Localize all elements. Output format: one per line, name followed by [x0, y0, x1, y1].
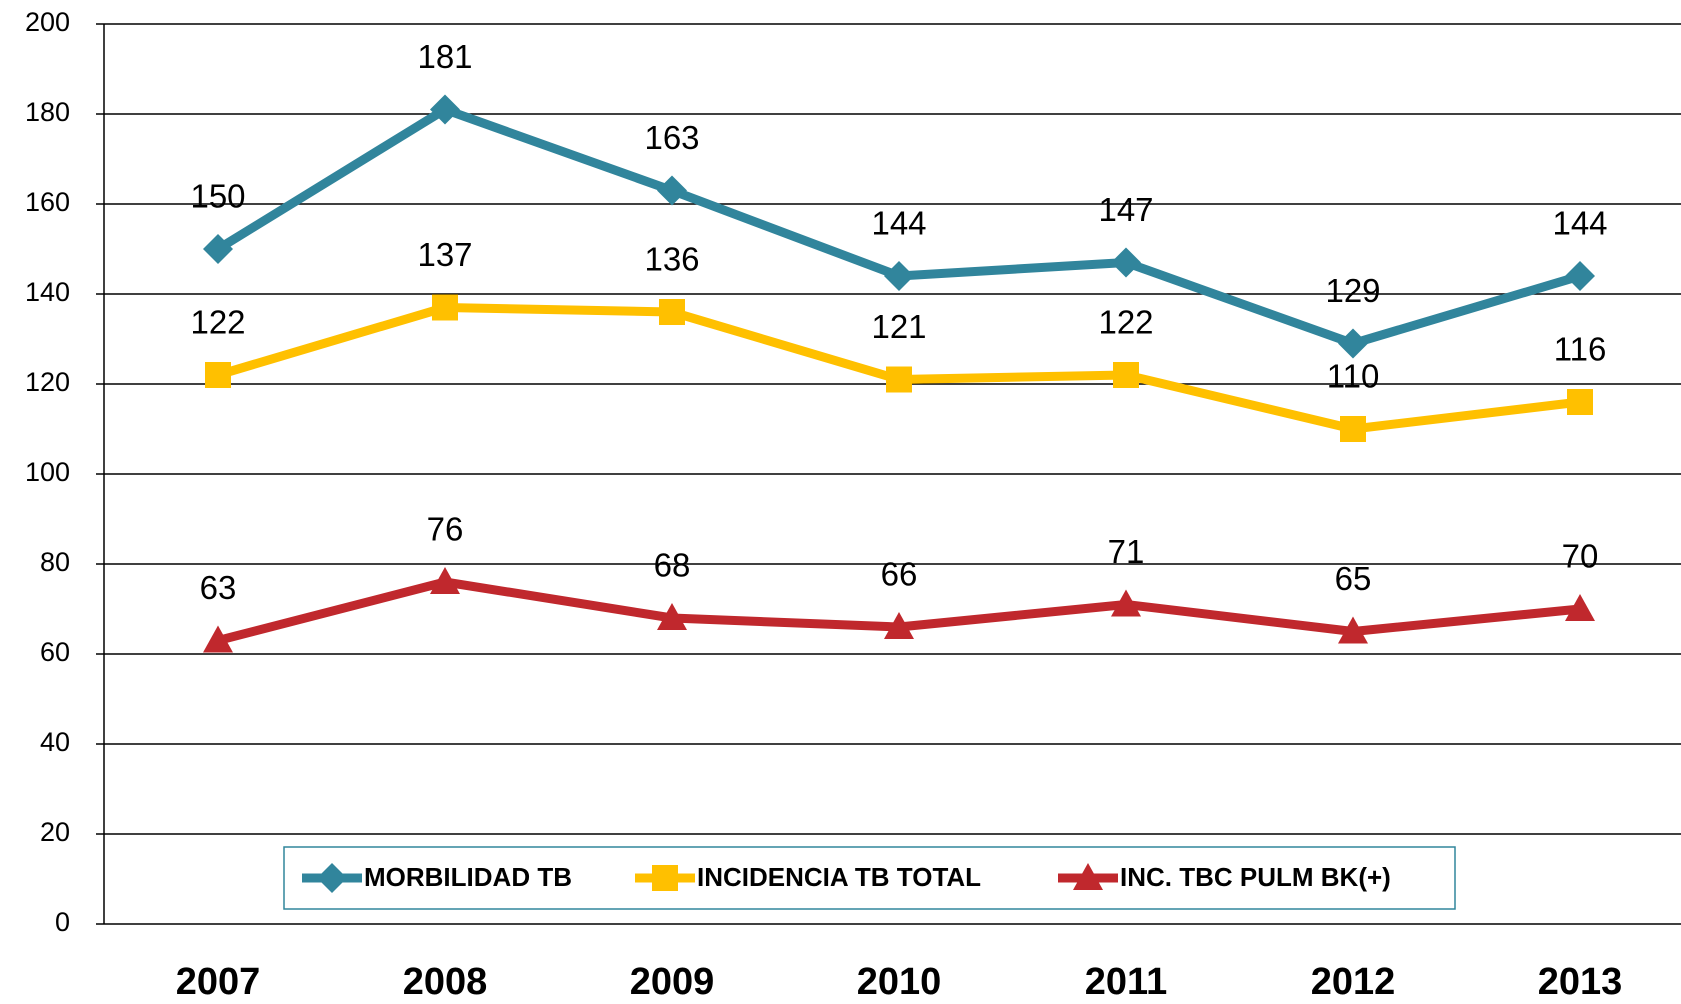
data-point — [1340, 416, 1366, 442]
data-point — [884, 612, 914, 639]
data-point — [886, 366, 912, 393]
data-label: 136 — [644, 241, 699, 278]
data-label: 63 — [200, 569, 237, 606]
data-point — [432, 294, 458, 321]
legend-label: MORBILIDAD TB — [364, 862, 572, 892]
data-label: 76 — [427, 511, 464, 548]
data-label: 122 — [1098, 304, 1153, 341]
x-tick-label: 2010 — [857, 961, 942, 1003]
data-label: 147 — [1098, 191, 1153, 228]
legend-marker — [652, 865, 678, 891]
data-point — [205, 362, 231, 388]
x-tick-label: 2009 — [630, 961, 715, 1003]
data-point — [884, 261, 914, 291]
x-tick-label: 2007 — [176, 961, 261, 1003]
data-point — [1113, 362, 1139, 388]
y-tick-label: 20 — [40, 817, 70, 847]
y-tick-label: 60 — [40, 637, 70, 667]
y-tick-label: 180 — [25, 97, 70, 127]
data-label: 150 — [190, 178, 245, 215]
data-point — [1338, 616, 1368, 644]
y-tick-label: 0 — [55, 907, 70, 937]
data-point — [1111, 589, 1141, 617]
data-point — [1567, 389, 1593, 415]
data-label: 122 — [190, 304, 245, 341]
data-label: 181 — [417, 38, 472, 75]
data-point — [430, 567, 460, 594]
data-point — [430, 94, 460, 125]
x-tick-label: 2013 — [1538, 961, 1623, 1003]
data-label: 70 — [1562, 538, 1599, 575]
y-tick-label: 140 — [25, 277, 70, 307]
data-label: 121 — [871, 308, 926, 345]
legend-box — [283, 846, 1456, 910]
legend-label: INC. TBC PULM BK(+) — [1120, 862, 1391, 892]
data-point — [659, 299, 685, 325]
y-tick-label: 80 — [40, 547, 70, 577]
data-label: 137 — [417, 236, 472, 273]
legend-marker — [1073, 863, 1103, 890]
data-point — [1111, 247, 1141, 278]
data-point — [657, 603, 687, 630]
data-point — [203, 625, 233, 653]
data-point — [1565, 594, 1595, 621]
y-tick-label: 120 — [25, 367, 70, 397]
data-label: 71 — [1108, 533, 1145, 570]
legend-label: INCIDENCIA TB TOTAL — [697, 862, 981, 892]
x-tick-label: 2008 — [403, 961, 488, 1003]
data-label: 129 — [1325, 272, 1380, 309]
y-tick-label: 40 — [40, 727, 70, 757]
data-point — [203, 234, 233, 264]
data-point — [657, 175, 687, 206]
data-label: 144 — [871, 205, 926, 242]
x-tick-label: 2012 — [1311, 961, 1396, 1003]
data-point — [1565, 261, 1595, 291]
y-tick-label: 200 — [25, 7, 70, 37]
legend-marker — [317, 863, 347, 893]
x-tick-label: 2011 — [1085, 961, 1167, 1003]
data-label: 163 — [644, 119, 699, 156]
data-label: 65 — [1335, 560, 1372, 597]
data-point — [1338, 328, 1368, 359]
y-tick-label: 100 — [25, 457, 70, 487]
data-label: 68 — [654, 547, 691, 584]
data-label: 66 — [881, 556, 918, 593]
legend: MORBILIDAD TB INCIDENCIA TB TOTAL INC. TBC… — [283, 846, 1456, 910]
data-label: 144 — [1552, 205, 1607, 242]
y-tick-label: 160 — [25, 187, 70, 217]
data-label: 116 — [1554, 331, 1607, 368]
data-label: 110 — [1327, 358, 1380, 395]
